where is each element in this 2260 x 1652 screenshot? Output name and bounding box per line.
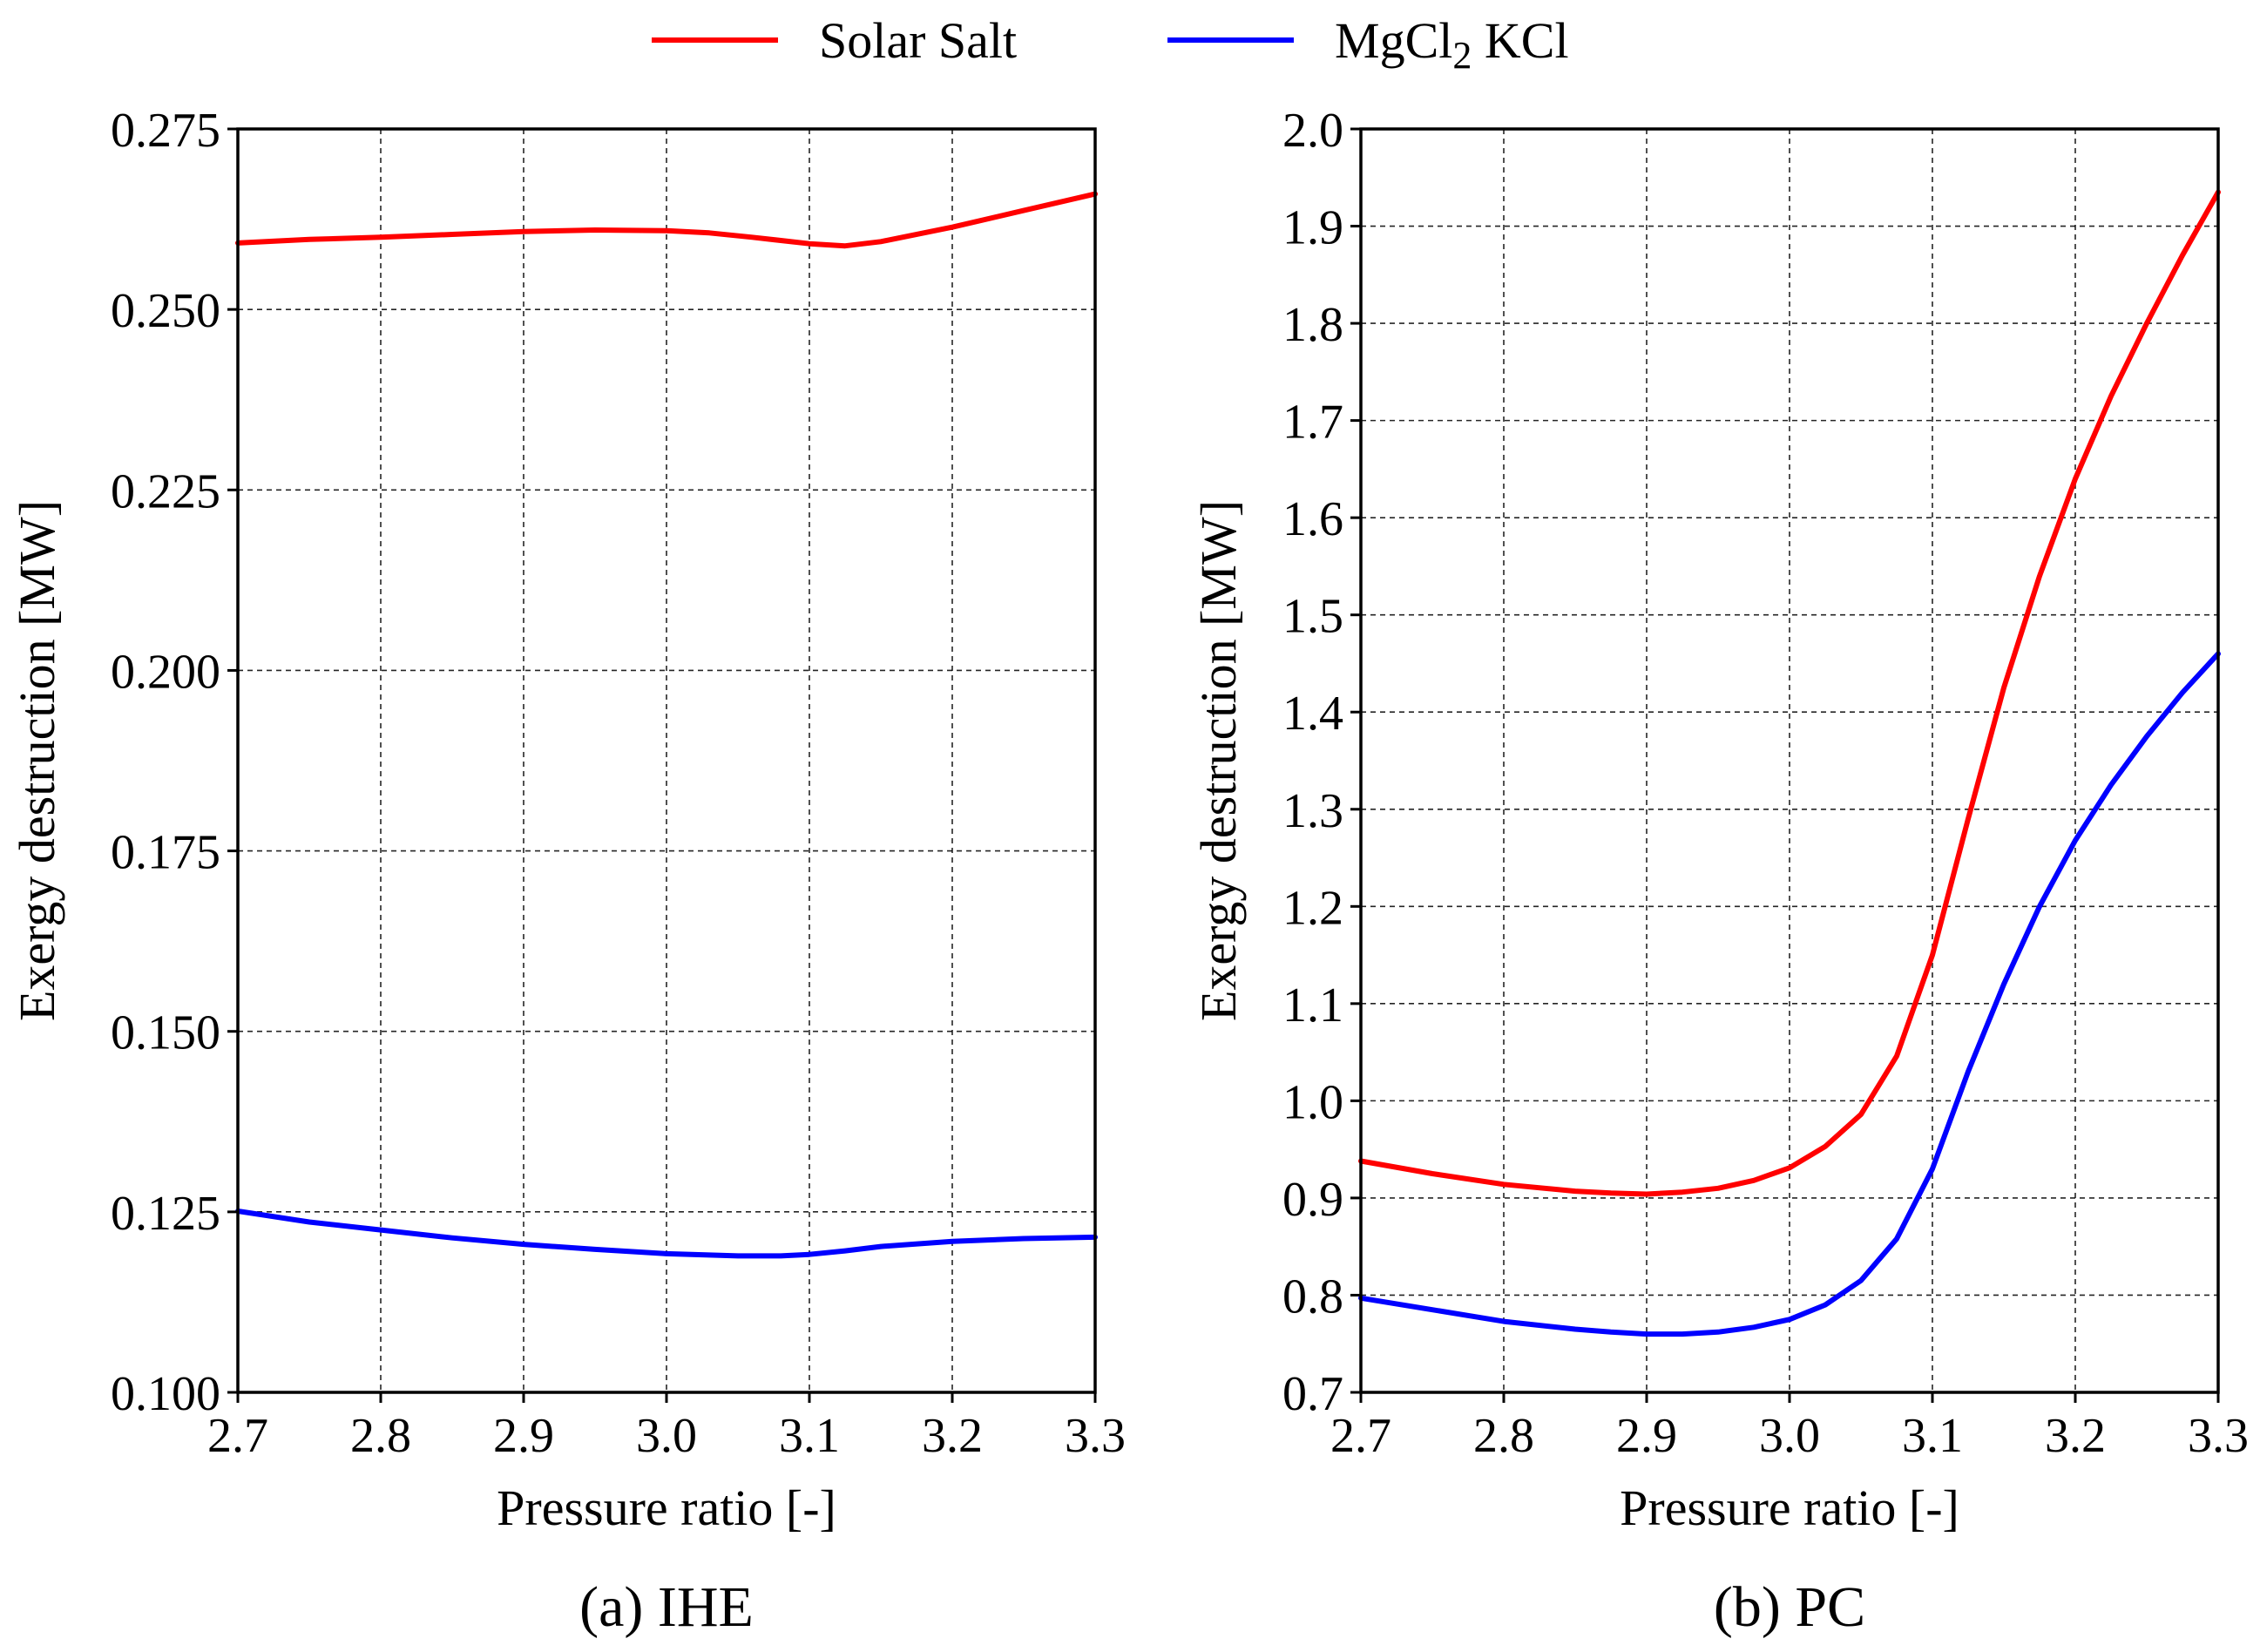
series-line-solar-salt	[235, 191, 1098, 249]
x-tick-label: 2.9	[493, 1409, 554, 1463]
y-tick-label: 0.200	[111, 645, 220, 699]
panel-b-ticks: 2.7 2.8 2.9 3.0 3.1 3.2 3.3 0.7 0.8 0.9 1.0 1.1 1.2 1…	[1282, 104, 2249, 1463]
y-tick-label: 0.9	[1282, 1173, 1343, 1227]
legend-label-solar-salt: Solar Salt	[819, 12, 1017, 69]
y-tick-label: 0.125	[111, 1187, 220, 1241]
panel-a-ticks: 2.7 2.8 2.9 3.0 3.1 3.2 3.3 0.100 0.125 0.150 0.17…	[111, 104, 1126, 1463]
x-tick-label: 3.0	[1759, 1409, 1820, 1463]
panel-a-series	[235, 191, 1098, 1259]
y-tick-label: 1.8	[1282, 298, 1343, 352]
x-tick-label: 3.0	[636, 1409, 697, 1463]
y-tick-label: 1.7	[1282, 396, 1343, 450]
y-tick-label: 0.7	[1282, 1367, 1343, 1421]
panel-b-grid	[1361, 129, 2218, 1392]
y-tick-label: 0.250	[111, 284, 220, 338]
y-tick-label: 0.100	[111, 1367, 220, 1421]
panel-b-x-axis-title: Pressure ratio [-]	[1620, 1479, 1959, 1536]
y-tick-label: 1.2	[1282, 881, 1343, 935]
y-tick-label: 1.5	[1282, 590, 1343, 644]
series-line-solar-salt	[1358, 189, 2221, 1197]
x-tick-label: 2.9	[1616, 1409, 1677, 1463]
y-tick-label: 0.225	[111, 464, 220, 518]
y-tick-label: 0.8	[1282, 1269, 1343, 1324]
x-tick-label: 2.7	[1330, 1409, 1391, 1463]
panel-b-caption: (b) PC	[1714, 1575, 1865, 1639]
series-line-mgcl2-kcl	[235, 1209, 1098, 1259]
y-tick-label: 1.9	[1282, 201, 1343, 255]
panel-b-y-axis-title: Exergy destruction [MW]	[1190, 500, 1247, 1021]
panel-a: 2.7 2.8 2.9 3.0 3.1 3.2 3.3 0.100 0.125 0.150 0.17…	[9, 104, 1126, 1639]
panel-a-y-axis-title: Exergy destruction [MW]	[9, 500, 65, 1021]
x-tick-label: 2.8	[1473, 1409, 1534, 1463]
series-line-mgcl2-kcl	[1358, 651, 2221, 1337]
x-tick-label: 3.2	[922, 1409, 983, 1463]
y-tick-label: 0.175	[111, 826, 220, 880]
panel-a-x-axis-title: Pressure ratio [-]	[497, 1479, 836, 1536]
legend-label-mgcl2-kcl: MgCl2 KCl	[1335, 12, 1569, 77]
y-tick-label: 1.3	[1282, 784, 1343, 838]
legend: Solar Salt MgCl2 KCl	[652, 12, 1569, 77]
panel-a-caption: (a) IHE	[579, 1575, 754, 1639]
y-tick-label: 2.0	[1282, 104, 1343, 158]
x-tick-label: 3.2	[2045, 1409, 2106, 1463]
panel-b: 2.7 2.8 2.9 3.0 3.1 3.2 3.3 0.7 0.8 0.9 1.0 1.1 1.2 1…	[1190, 104, 2249, 1639]
panel-a-grid	[238, 129, 1095, 1392]
x-tick-label: 2.7	[207, 1409, 268, 1463]
panel-b-series	[1358, 189, 2221, 1337]
y-tick-label: 1.4	[1282, 687, 1343, 741]
x-tick-label: 2.8	[350, 1409, 411, 1463]
y-tick-label: 1.1	[1282, 978, 1343, 1032]
x-tick-label: 3.1	[779, 1409, 840, 1463]
x-tick-label: 3.1	[1902, 1409, 1963, 1463]
y-tick-label: 0.275	[111, 104, 220, 158]
x-tick-label: 3.3	[2188, 1409, 2249, 1463]
y-tick-label: 1.0	[1282, 1075, 1343, 1129]
x-tick-label: 3.3	[1065, 1409, 1126, 1463]
y-tick-label: 1.6	[1282, 492, 1343, 546]
y-tick-label: 0.150	[111, 1006, 220, 1060]
